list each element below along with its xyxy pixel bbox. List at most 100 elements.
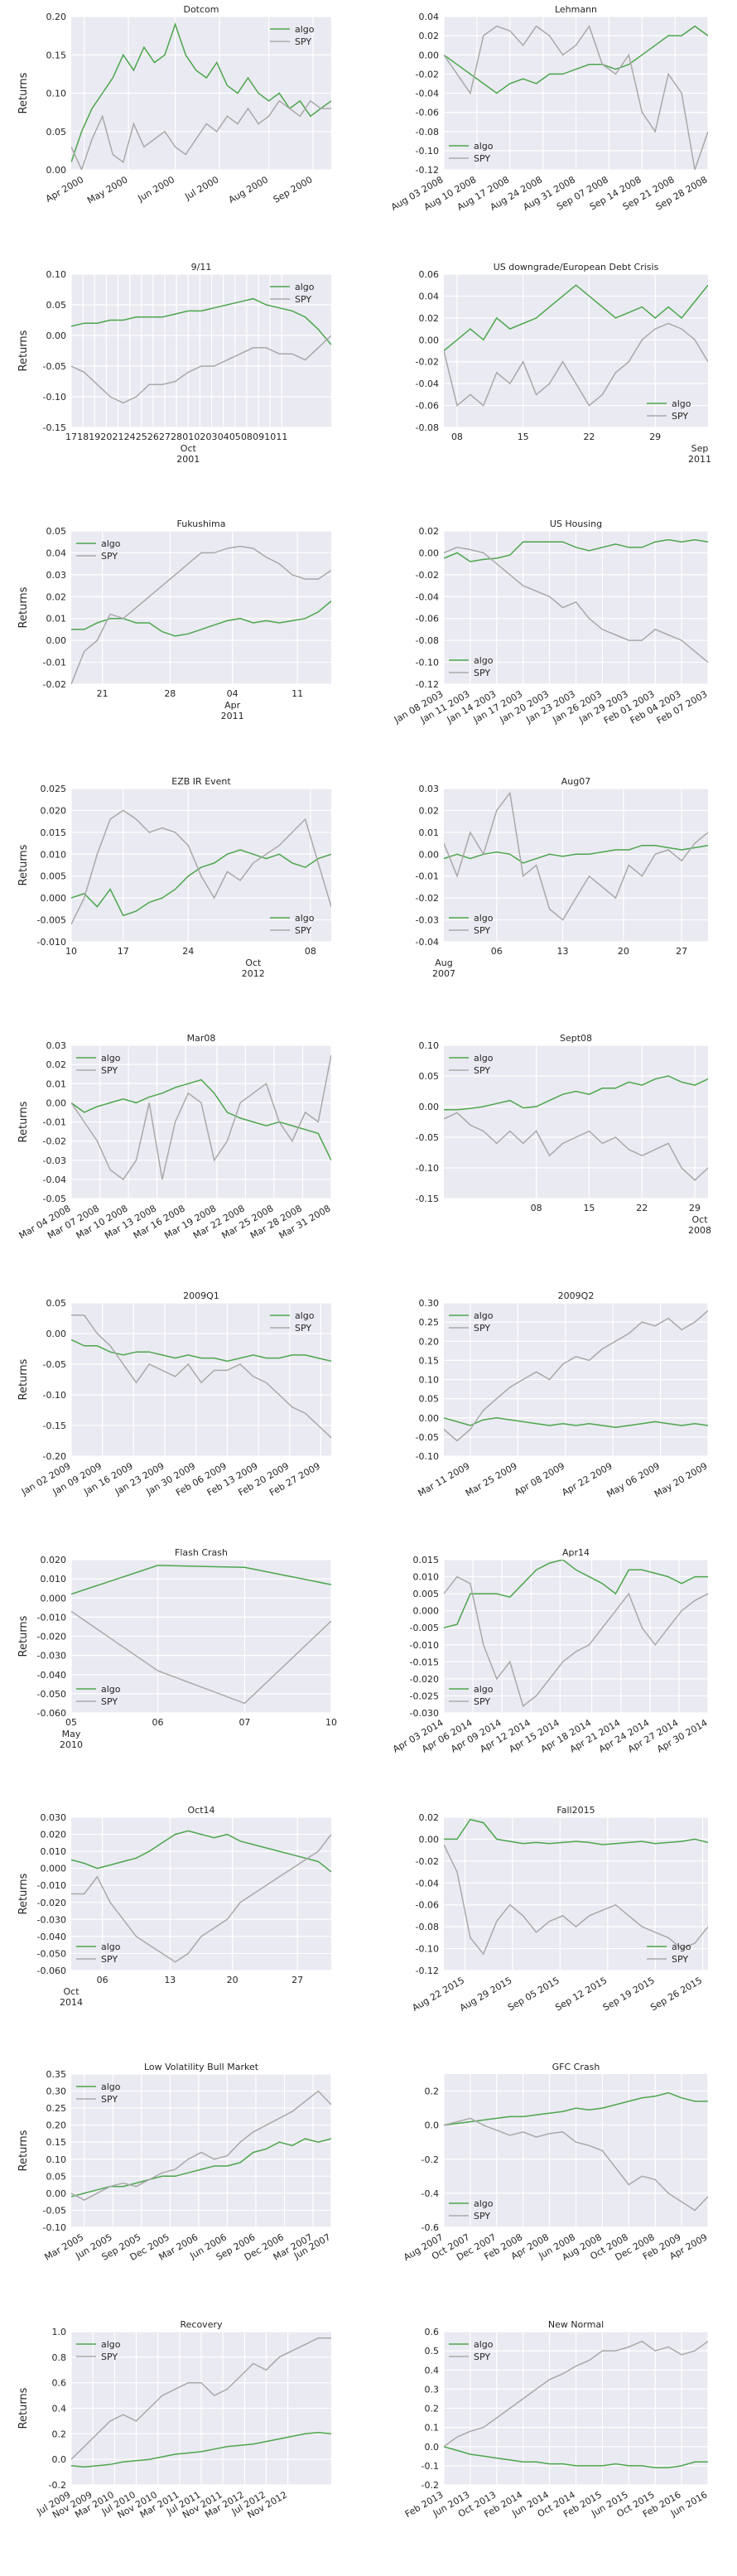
legend-label-algo: algo [474, 655, 494, 666]
plot-area [71, 531, 331, 684]
plot-area [71, 274, 331, 427]
x-tick-label: May 06 2009 [605, 1460, 662, 1499]
x-date-label: 2008 [688, 1225, 711, 1236]
y-tick-label: 1.0 [52, 2327, 67, 2337]
chart-panel-lehmann: -0.12 -0.10 -0.08 -0.06 -0.04 -0.02 0.00 0.02 0.… [378, 0, 716, 258]
legend-label-algo: algo [474, 2339, 494, 2350]
y-tick-label: -0.12 [416, 1966, 439, 1976]
y-tick-label: -0.15 [416, 1194, 439, 1204]
y-tick-label: 0.000 [41, 1593, 67, 1604]
x-tick-label: 29 [649, 432, 661, 442]
chart-panel-fall2015: -0.12 -0.10 -0.08 -0.06 -0.04 -0.02 0.00 0.02 Au… [378, 1801, 716, 2058]
series-line-spy [71, 809, 331, 925]
legend-label-spy: SPY [474, 153, 490, 164]
y-tick-label: -0.040 [37, 1932, 66, 1942]
chart-svg: -0.12-0.10-0.08-0.06-0.04-0.020.000.02Ja… [392, 519, 709, 726]
chart-title: 2009Q2 [558, 1290, 595, 1301]
x-date-label: Oct [63, 1986, 79, 1997]
y-tick-label: -0.02 [43, 679, 66, 690]
series-line-algo [71, 2138, 331, 2197]
y-tick-label: -0.15 [43, 422, 66, 433]
chart-title: Fukushima [177, 519, 226, 529]
y-tick-label: -0.04 [416, 379, 439, 389]
y-tick-label: -0.020 [37, 1898, 66, 1908]
y-tick-label: 0.2 [425, 2404, 440, 2414]
x-tick-label: 24 [182, 946, 194, 957]
y-tick-label: 0.010 [41, 849, 67, 860]
y-tick-label: 0.00 [46, 635, 67, 646]
x-tick-label: May 20 2009 [653, 1460, 710, 1499]
y-tick-label: 0.030 [41, 1812, 67, 1823]
y-tick-label: -0.08 [416, 635, 439, 646]
chart-panel-low-volatility-bull-market: -0.10 -0.05 0.00 0.05 0.10 0.15 0.20 0.25 0.30 0.… [5, 2057, 340, 2315]
y-tick-label: -0.06 [416, 108, 439, 118]
y-tick-label: -0.2 [421, 2480, 439, 2491]
legend-label-spy: SPY [672, 411, 688, 422]
chart-title: Lehmann [555, 4, 597, 15]
chart-panel-2009q2: -0.10 -0.05 0.00 0.05 0.10 0.15 0.20 0.25 0.30 Ma… [378, 1286, 716, 1544]
y-tick-label: -0.12 [416, 679, 439, 690]
chart-panel-dotcom: 0.00 0.05 0.10 0.15 0.20 Apr 2000 May 2000 Jun … [5, 0, 340, 258]
x-tick-label: 15 [518, 432, 529, 442]
chart-svg: -0.060 -0.050 -0.040 -0.030 -0.020 -0.010 0.00… [17, 1547, 337, 1750]
y-tick-label: -0.04 [416, 937, 439, 948]
y-tick-label: 0.25 [419, 1317, 440, 1328]
y-tick-label: -0.08 [416, 1922, 439, 1932]
legend-label-spy: SPY [474, 2211, 490, 2221]
x-tick-label: Apr 08 2009 [513, 1460, 566, 1498]
series-line-algo [444, 844, 708, 864]
legend-label-spy: SPY [295, 1323, 311, 1334]
series-line-spy [444, 547, 708, 663]
y-axis-label: Returns [17, 586, 30, 628]
chart-title: GFC Crash [552, 2062, 600, 2072]
x-tick-label: 11 [291, 688, 303, 699]
y-tick-label: 0.000 [41, 1864, 67, 1874]
chart-svg: -0.12 -0.10 -0.08 -0.06 -0.04 -0.02 0.00 0.02 0.… [389, 4, 710, 213]
chart-svg: -0.05 -0.04 -0.03 -0.02 -0.01 0.00 0.01 0.02 0.0… [17, 1033, 333, 1241]
x-tick-label: 28 [171, 432, 182, 442]
y-tick-label: 0.00 [419, 548, 440, 558]
y-tick-label: -0.4 [421, 2188, 439, 2199]
plot-area [444, 1817, 708, 1971]
y-tick-label: 0.020 [41, 1830, 67, 1840]
y-tick-label: 0.010 [41, 1574, 67, 1585]
y-tick-label: 0.05 [46, 2171, 67, 2182]
x-tick-label: 27 [291, 1975, 303, 1985]
chart-title: Aug07 [561, 776, 590, 787]
chart-title: Dotcom [183, 4, 219, 15]
y-tick-label: -0.02 [416, 357, 439, 368]
y-tick-label: 0.15 [419, 1355, 440, 1366]
chart-panel-oct14: -0.060 -0.050 -0.040 -0.030 -0.020 -0.010 0.00… [5, 1801, 340, 2058]
y-tick-label: 0.8 [52, 2352, 67, 2363]
legend-label-spy: SPY [101, 2094, 118, 2105]
x-tick-label: Mar 25 2009 [464, 1460, 519, 1498]
y-tick-label: -0.05 [43, 1194, 66, 1204]
y-tick-label: 0.05 [46, 1298, 67, 1309]
legend-label-algo: algo [474, 913, 494, 924]
y-tick-label: -0.10 [416, 658, 439, 668]
y-axis-label: Returns [17, 1615, 30, 1657]
series-line-algo [71, 22, 331, 163]
chart-svg: -0.060 -0.050 -0.040 -0.030 -0.020 -0.010 0.00… [17, 1805, 331, 2008]
y-tick-label: 0.30 [46, 2086, 67, 2097]
chart-title: US Housing [550, 519, 602, 529]
x-tick-label: 10 [65, 946, 77, 957]
y-tick-label: 0.02 [419, 31, 440, 41]
x-tick-label: Sep 12 2015 [553, 1975, 609, 2013]
x-tick-label: Aug 2000 [227, 174, 270, 205]
series-line-spy [444, 1844, 708, 1956]
y-tick-label: 0.010 [413, 1572, 440, 1583]
y-tick-label: 0.10 [46, 2154, 67, 2165]
y-tick-label: 0.00 [46, 1097, 67, 1108]
x-tick-label: Mar 11 2009 [416, 1460, 471, 1498]
x-date-label: 2012 [242, 968, 265, 979]
x-tick-label: 25 [136, 432, 147, 442]
x-tick-label: Sep 26 2015 [648, 1975, 704, 2013]
